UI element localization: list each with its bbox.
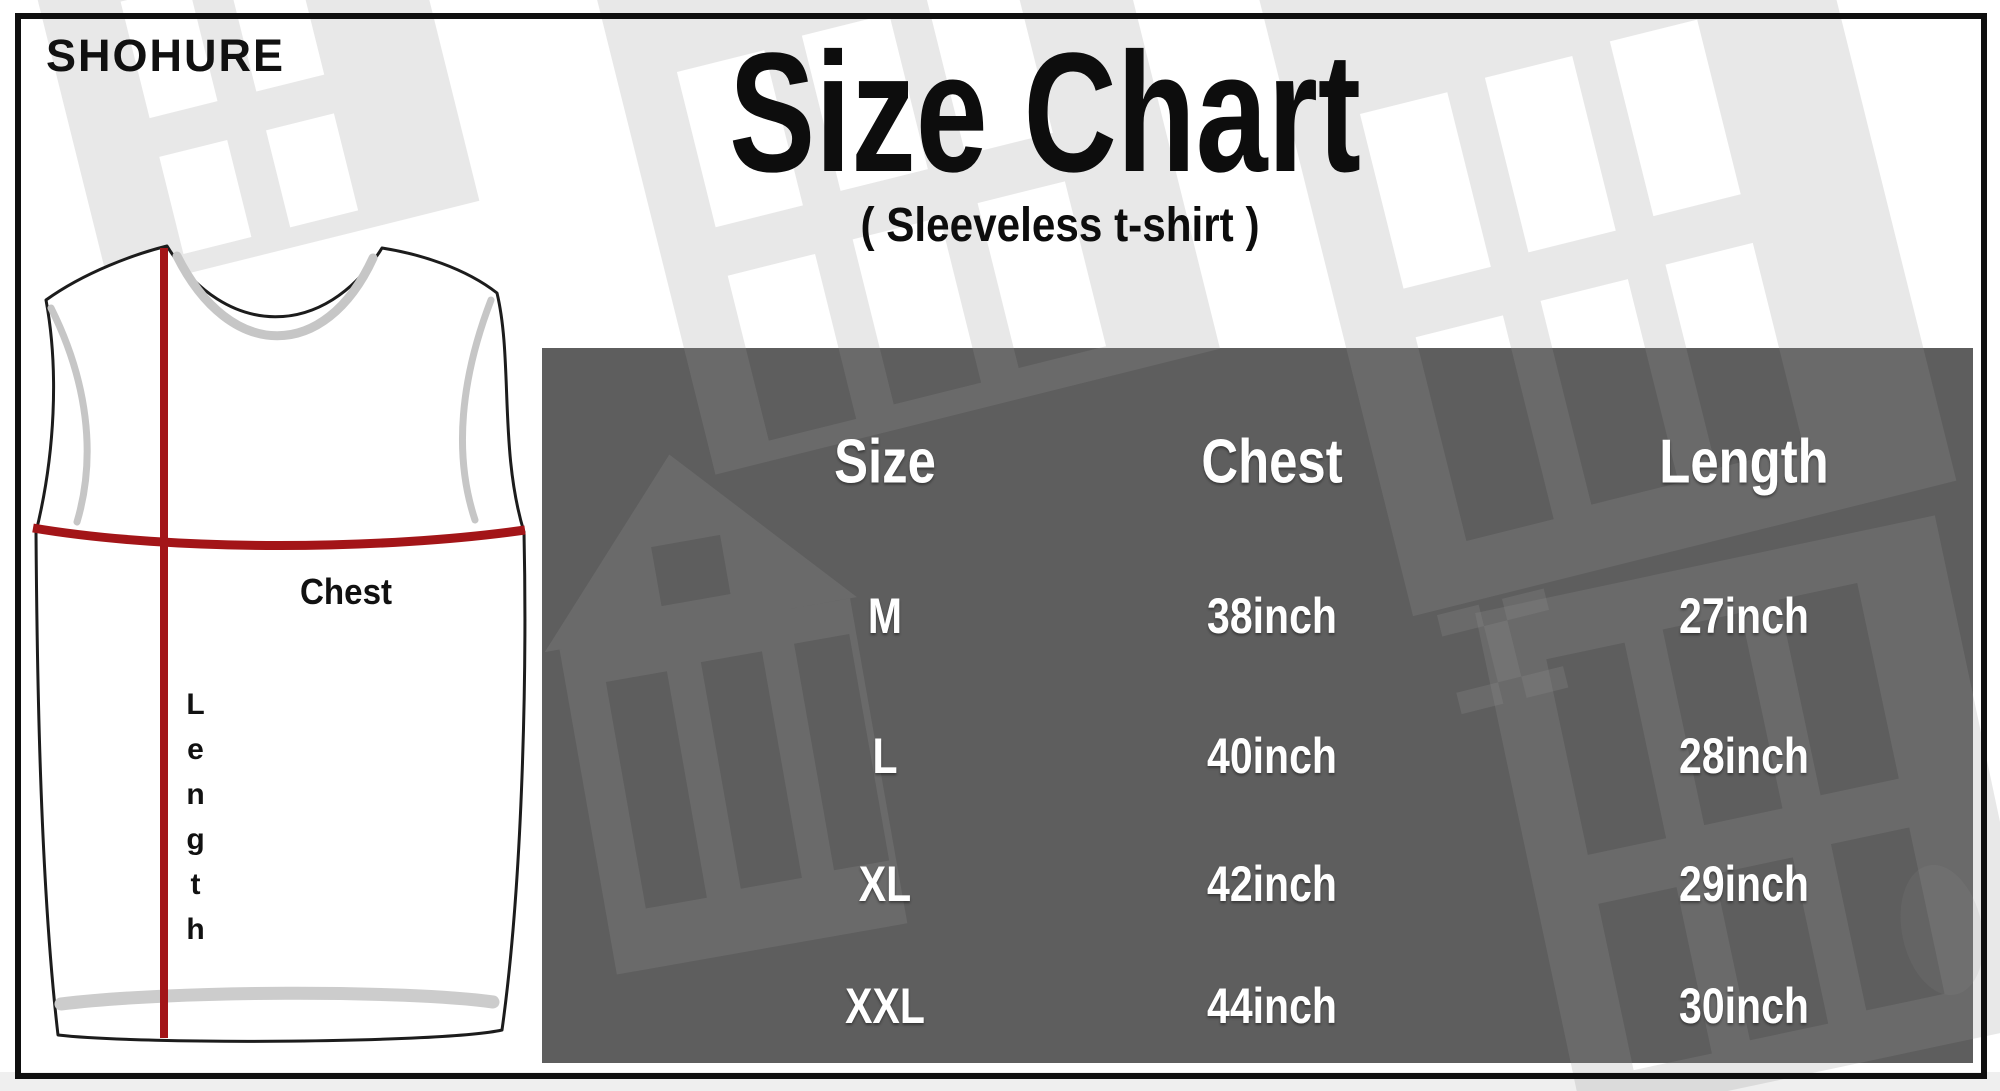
table-cell-chest: 40inch (1206, 727, 1337, 784)
hem-band-line (54, 986, 500, 1011)
column-header-size: Size (834, 427, 937, 497)
table-cell-size: XXL (845, 977, 926, 1034)
page-subtitle: ( Sleeveless t-shirt ) (860, 199, 1260, 252)
collar-inner-line (172, 251, 378, 341)
right-armhole-line (458, 296, 495, 524)
size-table: Size Chest Length M 38inch 27inch L 40in… (542, 348, 1973, 1063)
table-cell-size: M (868, 588, 903, 645)
table-cell-size: XL (859, 856, 912, 913)
chest-measure-label: Chest (300, 571, 393, 612)
size-table-panel (542, 348, 1973, 1063)
column-header-chest: Chest (1201, 427, 1343, 497)
length-measure-label: Length (179, 688, 212, 958)
page-title: Size Chart (729, 18, 1361, 208)
tshirt-illustration (32, 244, 527, 1043)
table-cell-length: 28inch (1679, 727, 1809, 784)
chest-measure-line (32, 523, 526, 550)
left-armhole-line (47, 304, 91, 526)
tshirt-outline (34, 244, 527, 1043)
table-cell-length: 29inch (1679, 856, 1809, 913)
table-cell-length: 30inch (1679, 977, 1809, 1034)
table-cell-chest: 38inch (1206, 588, 1337, 645)
table-cell-chest: 42inch (1206, 856, 1337, 913)
table-cell-size: L (872, 727, 898, 784)
brand-logo: SHOHURE (46, 30, 286, 81)
table-cell-length: 27inch (1679, 588, 1809, 645)
table-cell-chest: 44inch (1206, 977, 1337, 1034)
column-header-length: Length (1659, 427, 1829, 497)
